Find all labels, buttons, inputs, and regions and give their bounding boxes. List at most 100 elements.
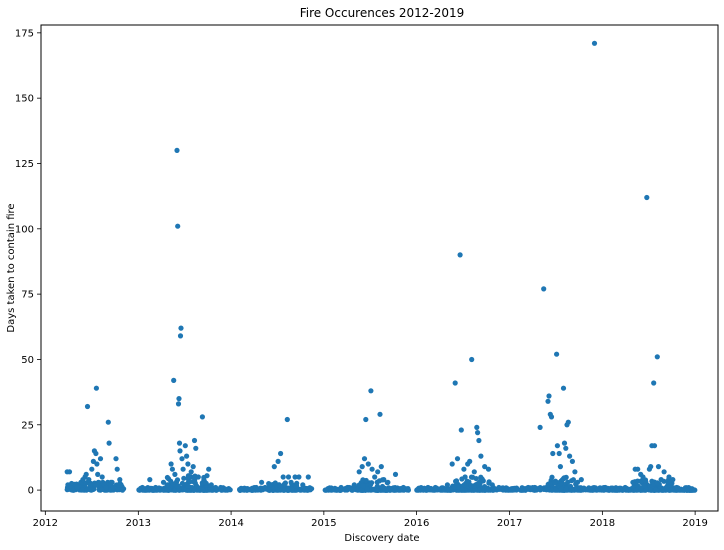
data-point <box>478 453 484 459</box>
data-point <box>565 419 571 425</box>
data-point <box>552 480 558 486</box>
data-point <box>582 487 589 493</box>
data-point <box>389 487 395 493</box>
data-point <box>591 40 598 46</box>
x-tick-label: 2018 <box>590 518 615 529</box>
data-point <box>199 414 205 420</box>
data-point <box>562 475 568 481</box>
data-point <box>95 479 101 485</box>
plot-area <box>40 24 719 512</box>
data-point <box>392 471 399 477</box>
data-point <box>238 485 244 491</box>
data-point <box>614 487 621 493</box>
data-point <box>164 482 170 488</box>
y-tick-label: 50 <box>21 355 34 366</box>
data-point <box>208 482 214 488</box>
data-point <box>561 440 568 446</box>
data-point <box>468 482 474 489</box>
data-point <box>689 487 695 493</box>
data-point <box>186 474 192 480</box>
data-point <box>66 469 73 475</box>
data-point <box>356 469 362 475</box>
data-point <box>569 458 576 464</box>
x-tick-label: 2017 <box>497 518 522 529</box>
data-point <box>177 448 183 454</box>
data-point <box>368 388 374 394</box>
data-point <box>361 456 368 462</box>
data-point <box>95 471 101 477</box>
data-point <box>359 487 365 493</box>
data-point <box>546 393 552 399</box>
y-tick-label: 150 <box>15 94 34 105</box>
data-point <box>292 474 298 480</box>
data-point <box>185 483 191 489</box>
y-axis-label: Days taken to contain fire <box>6 203 17 332</box>
data-point <box>563 486 569 492</box>
data-point <box>103 484 109 491</box>
data-point <box>638 478 644 484</box>
data-point <box>180 466 186 472</box>
data-point <box>458 427 464 433</box>
y-tick-label: 25 <box>21 420 34 431</box>
data-point <box>364 486 370 492</box>
data-point <box>262 484 268 491</box>
data-point <box>461 482 467 488</box>
data-point <box>195 474 201 480</box>
data-point <box>280 474 286 480</box>
data-point <box>648 464 654 470</box>
data-point <box>206 466 212 472</box>
data-point <box>285 487 291 493</box>
data-point <box>379 483 386 490</box>
data-point <box>99 486 105 492</box>
data-point <box>473 476 479 482</box>
data-point <box>478 474 484 480</box>
data-point <box>464 478 470 484</box>
data-point <box>365 461 371 467</box>
data-point <box>284 416 290 423</box>
data-point <box>249 485 255 491</box>
data-point <box>457 252 463 258</box>
data-point <box>94 461 100 467</box>
data-point <box>346 484 352 491</box>
data-point <box>374 483 380 489</box>
data-point <box>567 453 573 459</box>
data-point <box>476 437 482 444</box>
data-point <box>213 484 219 491</box>
data-point <box>285 474 292 480</box>
y-tick-label: 100 <box>15 224 34 235</box>
data-point <box>558 486 565 492</box>
data-point <box>114 466 120 472</box>
data-point <box>118 482 124 488</box>
x-tick-label: 2016 <box>404 518 429 529</box>
data-point <box>643 486 649 493</box>
data-point <box>117 477 123 483</box>
data-point <box>462 474 468 480</box>
data-point <box>479 487 485 493</box>
data-point <box>113 456 119 462</box>
data-point <box>475 480 481 486</box>
data-point <box>275 458 281 464</box>
data-point <box>175 223 181 229</box>
data-point <box>293 483 299 489</box>
data-points <box>64 40 698 493</box>
data-point <box>202 479 208 485</box>
y-tick-label: 175 <box>15 28 34 39</box>
data-point <box>642 478 649 484</box>
data-point <box>191 479 197 485</box>
data-point <box>181 475 187 481</box>
data-point <box>451 484 457 490</box>
data-point <box>510 487 516 493</box>
x-tick-label: 2013 <box>126 518 151 529</box>
data-point <box>70 487 76 493</box>
data-point <box>550 450 556 457</box>
y-tick-label: 125 <box>15 159 34 170</box>
data-point <box>532 484 538 491</box>
data-point <box>360 483 366 489</box>
data-point <box>174 477 181 483</box>
data-point <box>557 481 564 487</box>
data-point <box>569 487 575 493</box>
data-point <box>574 479 581 485</box>
data-point <box>175 483 181 489</box>
data-point <box>651 380 657 386</box>
data-point <box>305 474 311 480</box>
